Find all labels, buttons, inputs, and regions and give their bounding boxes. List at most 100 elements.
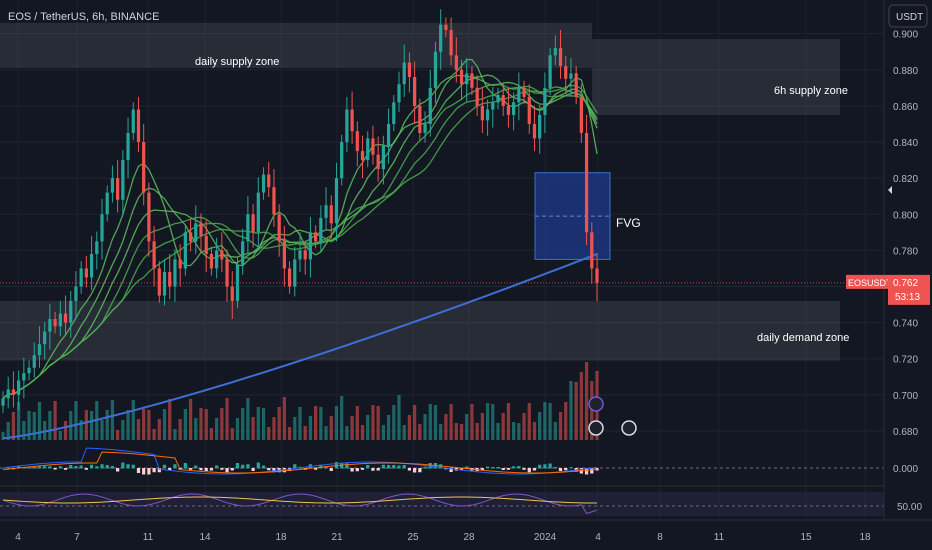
candle: [428, 69, 432, 137]
lightning-icon[interactable]: [588, 396, 604, 412]
candle: [376, 136, 380, 182]
candle-body: [183, 232, 187, 269]
candle: [423, 111, 427, 143]
candle: [548, 48, 552, 96]
volume-bar: [157, 419, 161, 440]
volume-bar: [27, 411, 31, 440]
candle: [53, 311, 57, 334]
candle-body: [444, 24, 448, 31]
candle: [230, 271, 234, 320]
volume-bar: [147, 410, 151, 440]
macd-bar: [241, 464, 245, 469]
candle: [37, 326, 42, 368]
volume-bar: [162, 409, 167, 440]
axis-marker-icon: [888, 186, 892, 194]
flag-us-icon[interactable]: [621, 420, 637, 436]
macd-bar: [376, 468, 380, 471]
volume-bar: [433, 405, 438, 440]
candle: [397, 71, 401, 113]
volume-bar: [459, 424, 464, 440]
zone-0: [0, 22, 592, 68]
y-tick-label: 0.780: [893, 246, 918, 257]
macd-bar: [527, 468, 531, 473]
candle-body: [110, 178, 115, 193]
candle-body: [89, 253, 94, 278]
macd-bar: [136, 468, 141, 473]
volume-bar: [17, 402, 21, 440]
macd-bar: [381, 464, 385, 469]
currency-button[interactable]: [888, 4, 928, 28]
macd-bar: [43, 466, 47, 469]
x-tick-label: 4: [595, 532, 601, 543]
candle: [293, 246, 297, 297]
price-badge-bg: [888, 274, 930, 305]
candle-body: [287, 268, 292, 287]
candle-body: [449, 30, 453, 56]
x-tick-label: 21: [331, 532, 343, 543]
macd-bar: [27, 467, 31, 469]
macd-bar: [538, 464, 542, 469]
candle: [543, 72, 547, 133]
candle-body: [162, 272, 167, 296]
x-tick-label: 11: [143, 532, 154, 543]
candle: [168, 253, 172, 300]
macd-bar: [74, 466, 78, 469]
candle-body: [147, 192, 151, 242]
candle: [209, 246, 214, 276]
macd-bar: [183, 463, 187, 469]
candle-body: [459, 69, 464, 85]
candle-body: [126, 132, 130, 161]
zones: [0, 22, 840, 361]
macd-bar: [496, 467, 500, 469]
volume-bar: [293, 417, 297, 440]
volume-bar: [152, 429, 156, 440]
candle-body: [32, 355, 36, 368]
macd-bar: [48, 466, 52, 469]
candle: [340, 134, 344, 186]
candle: [386, 108, 391, 164]
candle: [517, 72, 521, 121]
candle: [272, 169, 276, 227]
volume-bar: [11, 412, 16, 440]
macd-bar: [413, 468, 417, 473]
candle-body: [95, 241, 99, 254]
candle: [261, 167, 266, 200]
volume-bar: [199, 408, 203, 440]
candle-body: [1, 398, 5, 406]
candle-body: [590, 232, 594, 269]
price-badge-price: 0.762: [893, 278, 918, 289]
candle-body: [168, 272, 172, 287]
candle-body: [48, 319, 52, 332]
candle-body: [173, 259, 177, 287]
candle: [142, 123, 146, 206]
candle-body: [27, 367, 31, 374]
volume-bar: [84, 410, 88, 440]
currency-button-label[interactable]: USDT: [896, 12, 923, 23]
candle-body: [121, 160, 125, 200]
volume-bar: [543, 402, 547, 440]
candle: [522, 80, 526, 105]
x-tick-label: 18: [859, 532, 871, 543]
candle-body: [116, 178, 120, 200]
volume-bar: [6, 422, 10, 440]
volume-bar: [485, 403, 490, 440]
candle: [241, 228, 245, 275]
rsi-ma-line: [2, 496, 598, 504]
volume-bar: [215, 418, 219, 440]
macd-line: [2, 447, 598, 475]
volume-bar: [350, 416, 354, 440]
macd-bar: [215, 465, 219, 469]
candle: [491, 86, 495, 128]
candle-body: [6, 389, 10, 399]
candles: [1, 9, 599, 413]
candle: [162, 259, 167, 306]
candle: [287, 261, 292, 294]
macd-bar: [69, 465, 73, 469]
volume-bar: [1, 432, 5, 440]
macd-bar: [340, 463, 344, 469]
flag-us-icon[interactable]: [588, 420, 604, 436]
candle: [527, 84, 531, 134]
candle: [188, 219, 193, 252]
